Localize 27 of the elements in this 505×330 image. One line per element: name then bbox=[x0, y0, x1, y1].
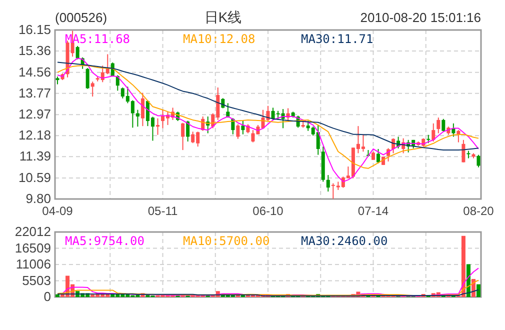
y-tick-label: 11006 bbox=[16, 256, 51, 272]
y-tick-label: 13.77 bbox=[18, 85, 51, 100]
y-tick-label: 15.36 bbox=[18, 43, 51, 58]
text: MA5:9754.00 bbox=[65, 234, 144, 248]
y-tick-label: 12.18 bbox=[18, 128, 51, 143]
chart-title: 日K线 bbox=[204, 9, 242, 25]
x-tick-label: 06-10 bbox=[252, 204, 284, 218]
x-tick-label: 04-09 bbox=[42, 204, 74, 218]
x-tick-label: 08-20 bbox=[463, 204, 494, 218]
y-tick-label: 12.97 bbox=[18, 106, 51, 122]
y-tick-label: 22012 bbox=[14, 224, 51, 239]
text: 2010-08-20 15:01:16 bbox=[360, 10, 481, 25]
y-tick-label: 11.39 bbox=[19, 148, 51, 164]
text: MA30:11.71 bbox=[301, 32, 374, 46]
y-tick-label: 10.59 bbox=[18, 170, 51, 185]
y-tick-label: 5503 bbox=[22, 272, 51, 288]
text: MA30:2460.00 bbox=[301, 234, 388, 248]
y-tick-label: 16.15 bbox=[18, 22, 51, 37]
y-tick-label: 0 bbox=[44, 289, 51, 304]
chart-subtitle: (000526) bbox=[55, 10, 108, 25]
x-tick-label: 05-11 bbox=[148, 204, 178, 218]
text: MA10:5700.00 bbox=[183, 234, 270, 248]
y-tick-label: 16509 bbox=[14, 240, 51, 256]
y-tick-label: 14.56 bbox=[18, 64, 51, 80]
y-tick-label: 9.80 bbox=[26, 191, 51, 206]
text: MA10:12.08 bbox=[183, 32, 256, 46]
x-tick-label: 07-14 bbox=[358, 204, 389, 218]
